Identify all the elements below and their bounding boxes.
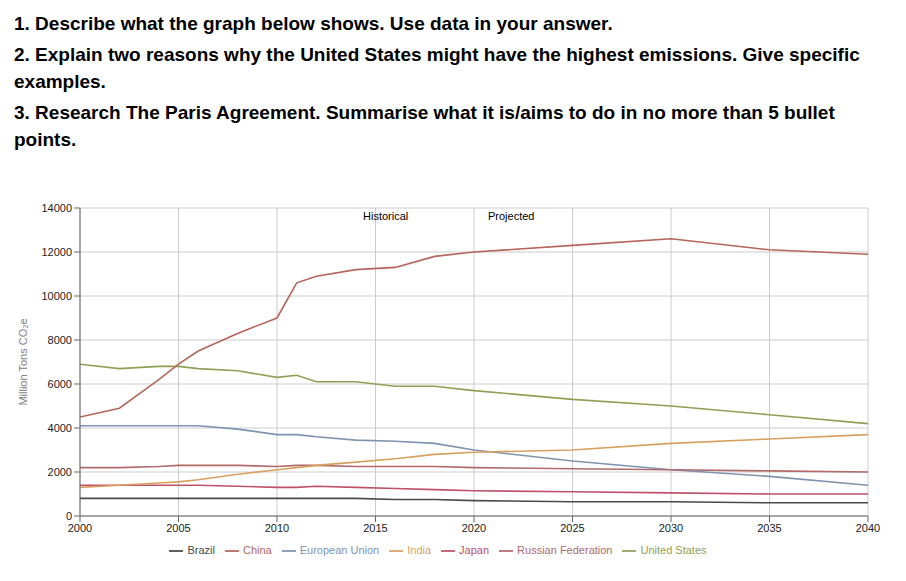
svg-text:Million Tons CO₂e: Million Tons CO₂e xyxy=(17,318,29,405)
svg-text:2010: 2010 xyxy=(265,522,289,534)
svg-text:10000: 10000 xyxy=(41,290,72,302)
html-text:Brazil: Brazil xyxy=(187,544,215,556)
html-text:Historical: Historical xyxy=(363,210,409,222)
svg-text:4000: 4000 xyxy=(48,422,72,434)
html-text:United States: United States xyxy=(640,544,707,556)
svg-text:6000: 6000 xyxy=(48,378,72,390)
svg-text:2015: 2015 xyxy=(363,522,387,534)
html-text:European Union: European Union xyxy=(299,544,380,556)
svg-text:2040: 2040 xyxy=(856,522,880,534)
html-text:Japan: Japan xyxy=(459,544,490,556)
svg-text:8000: 8000 xyxy=(48,334,72,346)
svg-text:2035: 2035 xyxy=(757,522,781,534)
html-text:Russian Federation: Russian Federation xyxy=(517,544,613,556)
svg-text:12000: 12000 xyxy=(41,246,72,258)
html-text:China: China xyxy=(243,544,272,556)
svg-text:0: 0 xyxy=(66,510,72,522)
html-text:2. Explain two reasons why the: 2. Explain two reasons why the United St… xyxy=(14,44,860,92)
svg-text:2025: 2025 xyxy=(560,522,584,534)
svg-text:2000: 2000 xyxy=(48,466,72,478)
html-text:3. Research The Paris Agreemen: 3. Research The Paris Agreement. Summari… xyxy=(14,102,835,150)
html-text:1. Describe what the graph bel: 1. Describe what the graph below shows. … xyxy=(14,13,613,34)
svg-text:2000: 2000 xyxy=(68,522,92,534)
svg-text:2030: 2030 xyxy=(659,522,683,534)
html-text:Projected: Projected xyxy=(488,210,535,222)
html-text:India: India xyxy=(407,544,432,556)
svg-text:2005: 2005 xyxy=(166,522,190,534)
svg-text:2020: 2020 xyxy=(462,522,486,534)
svg-text:14000: 14000 xyxy=(41,202,72,214)
